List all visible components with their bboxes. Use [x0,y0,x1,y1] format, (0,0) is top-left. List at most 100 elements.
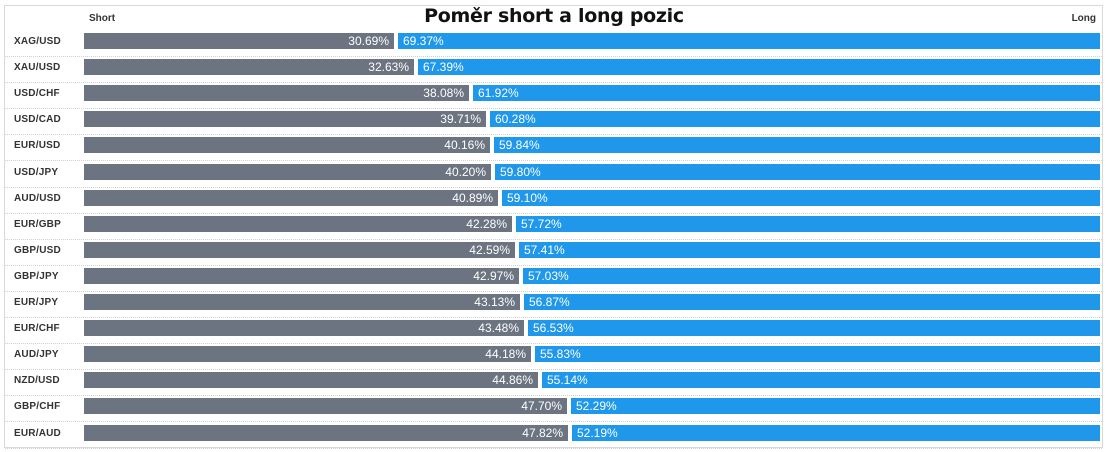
long-bar: 57.72% [516,216,1100,232]
short-bar: 38.08% [84,85,469,101]
bar-row: AUD/JPY 44.18% 55.83% [5,344,1102,370]
long-value-label: 60.28% [495,112,536,126]
short-bar: 40.89% [84,190,498,206]
long-bar: 61.92% [473,85,1100,101]
short-value-label: 47.70% [521,399,562,413]
long-bar: 57.41% [519,242,1100,258]
short-value-label: 40.20% [445,165,486,179]
long-bar: 55.14% [542,372,1100,388]
category-label: USD/CAD [14,114,61,125]
long-bar: 60.28% [490,111,1100,127]
row-separator [5,56,1102,57]
bar-row: EUR/USD 40.16% 59.84% [5,135,1102,161]
short-value-label: 30.69% [348,34,389,48]
bar-row: XAU/USD 32.63% 67.39% [5,57,1102,83]
row-separator [5,317,1102,318]
long-value-label: 59.80% [500,165,541,179]
long-value-label: 55.14% [547,373,588,387]
row-separator [5,291,1102,292]
category-label: GBP/USD [14,245,61,256]
row-separator [5,265,1102,266]
category-label: AUD/JPY [14,349,59,360]
short-value-label: 43.13% [474,295,515,309]
long-bar: 59.10% [502,190,1100,206]
category-label: GBP/CHF [14,401,61,412]
bar-row: USD/CHF 38.08% 61.92% [5,83,1102,109]
long-value-label: 56.53% [533,321,574,335]
chart-title: Poměr short a long pozic [424,5,684,27]
short-bar: 32.63% [84,59,414,75]
category-label: EUR/AUD [14,428,61,439]
bar-row: EUR/AUD 47.82% 52.19% [5,423,1102,449]
short-bar: 47.82% [84,425,568,441]
short-value-label: 42.28% [466,217,507,231]
long-bar: 56.87% [524,294,1100,310]
bar-row: EUR/GBP 42.28% 57.72% [5,214,1102,240]
long-value-label: 56.87% [529,295,570,309]
short-value-label: 40.89% [452,191,493,205]
short-bar: 44.86% [84,372,538,388]
short-bar: 42.59% [84,242,515,258]
bar-row: EUR/CHF 43.48% 56.53% [5,318,1102,344]
short-bar: 30.69% [84,33,394,49]
row-separator [5,448,1102,449]
long-value-label: 59.10% [507,191,548,205]
short-bar: 42.97% [84,268,519,284]
short-value-label: 42.59% [469,243,510,257]
long-value-label: 59.84% [499,138,540,152]
category-label: EUR/GBP [14,219,61,230]
category-label: EUR/JPY [14,297,59,308]
row-separator [5,343,1102,344]
short-bar: 39.71% [84,111,486,127]
short-bar: 43.48% [84,320,524,336]
long-value-label: 57.03% [528,269,569,283]
category-label: AUD/USD [14,193,61,204]
long-bar: 52.19% [572,425,1100,441]
row-separator [5,239,1102,240]
category-label: EUR/USD [14,140,61,151]
long-value-label: 57.72% [521,217,562,231]
row-separator [5,134,1102,135]
bar-row: GBP/JPY 42.97% 57.03% [5,266,1102,292]
bar-row: USD/CAD 39.71% 60.28% [5,109,1102,135]
short-value-label: 42.97% [473,269,514,283]
bar-row: AUD/USD 40.89% 59.10% [5,188,1102,214]
long-value-label: 52.29% [576,399,617,413]
long-value-label: 52.19% [577,426,618,440]
short-value-label: 47.82% [522,426,563,440]
short-value-label: 44.86% [492,373,533,387]
short-bar: 40.16% [84,137,490,153]
category-label: XAU/USD [14,62,61,73]
row-separator [5,213,1102,214]
long-bar: 69.37% [398,33,1100,49]
short-header: Short [89,13,116,24]
long-bar: 57.03% [523,268,1100,284]
long-bar: 56.53% [528,320,1100,336]
long-header: Long [1071,13,1096,24]
row-separator [5,395,1102,396]
category-label: EUR/CHF [14,323,60,334]
row-separator [5,160,1102,161]
short-value-label: 44.18% [485,347,526,361]
short-bar: 40.20% [84,164,491,180]
long-value-label: 55.83% [540,347,581,361]
bar-row: GBP/USD 42.59% 57.41% [5,240,1102,266]
long-value-label: 57.41% [524,243,565,257]
row-separator [5,421,1102,422]
short-value-label: 43.48% [478,321,519,335]
category-label: USD/JPY [14,167,59,178]
short-value-label: 40.16% [444,138,485,152]
category-label: GBP/JPY [14,271,59,282]
bar-row: USD/JPY 40.20% 59.80% [5,162,1102,188]
long-bar: 67.39% [418,59,1100,75]
short-bar: 42.28% [84,216,512,232]
bar-row: XAG/USD 30.69% 69.37% [5,31,1102,57]
long-value-label: 67.39% [423,60,464,74]
category-label: NZD/USD [14,375,60,386]
long-bar: 52.29% [571,398,1100,414]
short-value-label: 39.71% [440,112,481,126]
category-label: XAG/USD [14,36,61,47]
long-bar: 59.80% [495,164,1100,180]
row-separator [5,108,1102,109]
